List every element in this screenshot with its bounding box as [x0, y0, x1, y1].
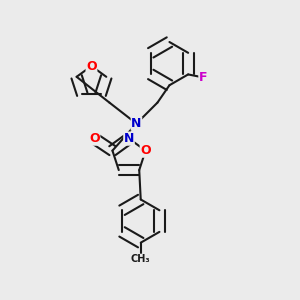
Text: F: F — [199, 71, 207, 84]
Text: CH₃: CH₃ — [131, 254, 151, 264]
Text: O: O — [89, 132, 100, 145]
Text: O: O — [86, 59, 97, 73]
Text: O: O — [140, 144, 151, 157]
Text: N: N — [124, 132, 134, 145]
Text: N: N — [131, 117, 142, 130]
